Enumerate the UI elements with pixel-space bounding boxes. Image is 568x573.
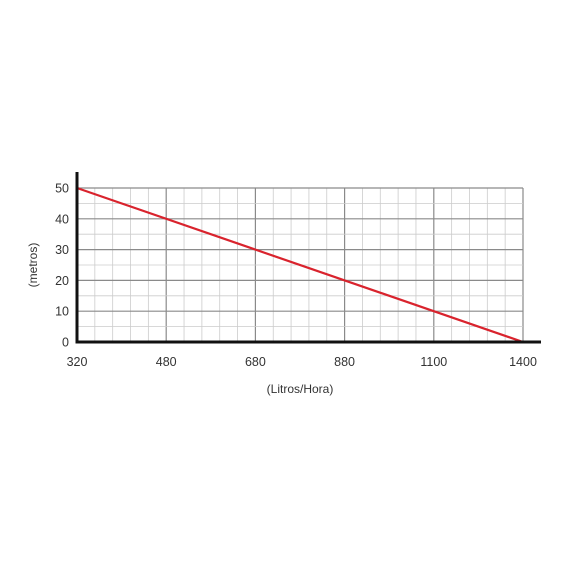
y-tick-label: 20	[55, 274, 69, 288]
y-axis-title: (metros)	[26, 243, 40, 288]
y-tick-label: 30	[55, 243, 69, 257]
y-tick-label: 10	[55, 305, 69, 319]
x-tick-label: 680	[245, 355, 266, 369]
series-line	[76, 186, 524, 344]
y-tick-label: 50	[55, 182, 69, 196]
y-tick-labels: 0 10 20 30 40 50	[55, 182, 69, 350]
x-tick-label: 1100	[420, 355, 447, 369]
x-axis-title: (Litros/Hora)	[267, 382, 334, 396]
x-tick-labels: 320 480 680 880 1100 1400	[67, 355, 537, 369]
y-tick-label: 40	[55, 212, 69, 226]
grid	[76, 187, 524, 343]
axes	[75, 172, 541, 344]
x-tick-label: 1400	[509, 355, 537, 369]
series-layer	[76, 186, 524, 344]
x-tick-label: 320	[67, 355, 88, 369]
x-tick-label: 880	[334, 355, 355, 369]
y-tick-label: 0	[62, 336, 69, 350]
x-tick-label: 480	[156, 355, 177, 369]
